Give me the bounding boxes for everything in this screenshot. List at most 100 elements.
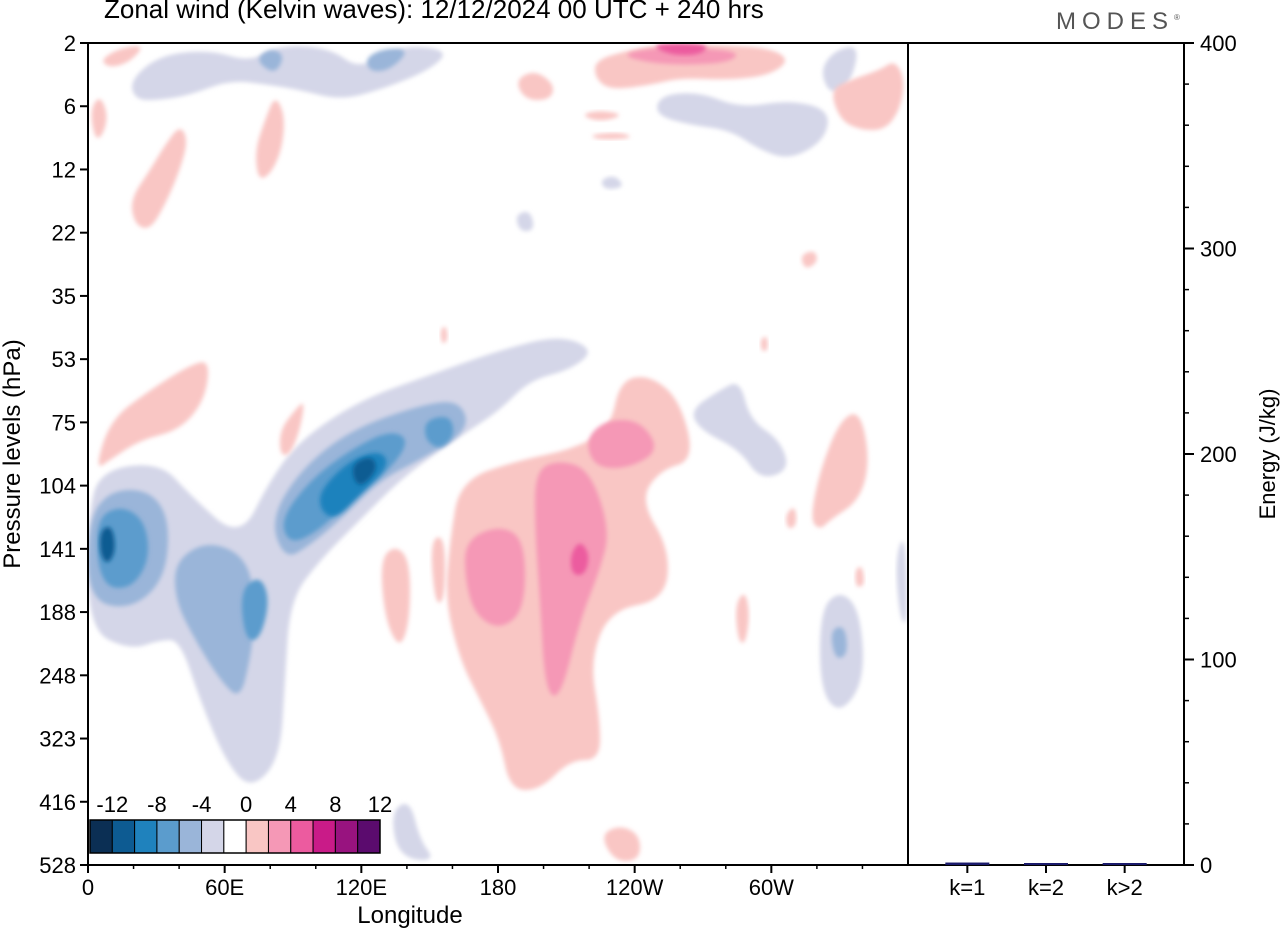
positive-region bbox=[627, 48, 736, 65]
positive-region bbox=[801, 251, 817, 268]
negative-region bbox=[823, 47, 857, 92]
colorbar-swatch bbox=[312, 819, 336, 854]
positive-region bbox=[381, 548, 410, 643]
energy-bar-chart: 0 100 200 300 400 Energy (J/kg) k=1 k=2 k>2 bbox=[907, 31, 1280, 900]
colorbar-swatch bbox=[89, 819, 113, 854]
negative-region bbox=[242, 579, 268, 640]
registered-mark: ® bbox=[1174, 13, 1180, 22]
positive-region bbox=[518, 73, 553, 100]
x-tick-label: 60E bbox=[205, 875, 244, 900]
colorbar-tick-label: 8 bbox=[329, 792, 341, 817]
colorbar-swatch bbox=[156, 819, 180, 854]
negative-region bbox=[657, 93, 828, 157]
brand-text: MODES bbox=[1056, 8, 1175, 35]
energy-category-label: k>2 bbox=[1107, 875, 1143, 900]
x-tick-label: 0 bbox=[82, 875, 94, 900]
colorbar-swatch bbox=[245, 819, 269, 854]
y-tick-label: 323 bbox=[39, 727, 76, 752]
energy-axis-label: Energy (J/kg) bbox=[1255, 389, 1280, 520]
x-tick-label: 60W bbox=[749, 875, 794, 900]
energy-tick-label: 200 bbox=[1200, 442, 1237, 467]
y-tick-label: 35 bbox=[52, 284, 76, 309]
colorbar-frame bbox=[89, 819, 381, 854]
positive-region bbox=[91, 99, 107, 138]
positive-region bbox=[570, 543, 589, 575]
modes-logo: MODES® bbox=[1056, 8, 1180, 36]
colorbar-tick-label: -8 bbox=[147, 792, 167, 817]
colorbar-tick-label: 0 bbox=[240, 792, 252, 817]
colorbar-swatch bbox=[357, 819, 381, 854]
positive-region bbox=[585, 111, 619, 121]
x-axis-label: Longitude bbox=[357, 902, 462, 929]
positive-region bbox=[833, 63, 904, 131]
negative-region bbox=[896, 541, 907, 623]
negative-region bbox=[88, 338, 588, 783]
negative-region bbox=[693, 384, 787, 477]
positive-region bbox=[786, 508, 797, 529]
colorbar-swatch bbox=[201, 819, 225, 854]
negative-region bbox=[516, 212, 534, 232]
y-tick-label: 22 bbox=[52, 221, 76, 246]
negative-region bbox=[259, 50, 282, 71]
positive-region bbox=[656, 43, 707, 55]
negative-region bbox=[367, 48, 405, 72]
negative-region bbox=[100, 527, 115, 562]
positive-region bbox=[812, 414, 868, 528]
energy-bar bbox=[1024, 863, 1068, 865]
colorbar-tick-label: -12 bbox=[96, 792, 128, 817]
heatmap-frame bbox=[87, 42, 909, 866]
positive-region bbox=[855, 567, 864, 587]
energy-bar bbox=[945, 862, 990, 865]
energy-tick-label: 0 bbox=[1200, 853, 1212, 878]
y-tick-label: 416 bbox=[39, 790, 76, 815]
positive-region bbox=[592, 133, 630, 140]
negative-region bbox=[175, 545, 254, 694]
colorbar-swatch bbox=[178, 819, 203, 854]
positive-region bbox=[604, 827, 640, 862]
colorbar-tick-label: 4 bbox=[285, 792, 297, 817]
positive-region bbox=[535, 462, 607, 696]
negative-region bbox=[352, 458, 376, 485]
chart-title: Zonal wind (Kelvin waves): 12/12/2024 00… bbox=[104, 0, 764, 24]
positive-region bbox=[132, 129, 186, 228]
negative-region bbox=[425, 417, 454, 447]
positive-region bbox=[588, 420, 654, 468]
y-tick-label: 2 bbox=[64, 31, 76, 56]
positive-region bbox=[465, 528, 525, 626]
colorbar-swatch bbox=[134, 819, 158, 854]
energy-category-label: k=1 bbox=[949, 875, 985, 900]
y-tick-label: 141 bbox=[39, 537, 76, 562]
colorbar-swatch bbox=[267, 819, 292, 854]
y-tick-label: 248 bbox=[39, 663, 76, 688]
y-tick-label: 12 bbox=[52, 157, 76, 182]
y-tick-label: 6 bbox=[64, 94, 76, 119]
energy-bar bbox=[1102, 863, 1147, 865]
positive-region bbox=[280, 403, 304, 455]
energy-tick-label: 400 bbox=[1200, 31, 1237, 56]
colorbar-tick-label: 12 bbox=[368, 792, 392, 817]
energy-category-label: k=2 bbox=[1028, 875, 1064, 900]
positive-region bbox=[431, 537, 445, 603]
negative-region bbox=[831, 627, 847, 658]
x-tick-label: 120W bbox=[606, 875, 664, 900]
negative-region bbox=[601, 176, 622, 189]
positive-region bbox=[256, 100, 284, 178]
y-tick-label: 188 bbox=[39, 600, 76, 625]
kelvin-wave-field bbox=[88, 43, 907, 862]
y-tick-label: 75 bbox=[52, 410, 76, 435]
energy-tick-label: 300 bbox=[1200, 237, 1237, 262]
colorbar-swatch bbox=[334, 819, 359, 854]
colorbar-swatch bbox=[111, 819, 136, 854]
positive-region bbox=[103, 46, 141, 67]
positive-region bbox=[760, 336, 768, 352]
negative-region bbox=[132, 46, 443, 100]
y-tick-label: 53 bbox=[52, 347, 76, 372]
energy-tick-label: 100 bbox=[1200, 648, 1237, 673]
positive-region bbox=[736, 594, 749, 643]
colorbar-tick-label: -4 bbox=[192, 792, 212, 817]
x-tick-label: 180 bbox=[480, 875, 517, 900]
colorbar-swatch bbox=[290, 819, 314, 854]
y-tick-label: 528 bbox=[39, 853, 76, 878]
negative-region bbox=[393, 804, 431, 860]
